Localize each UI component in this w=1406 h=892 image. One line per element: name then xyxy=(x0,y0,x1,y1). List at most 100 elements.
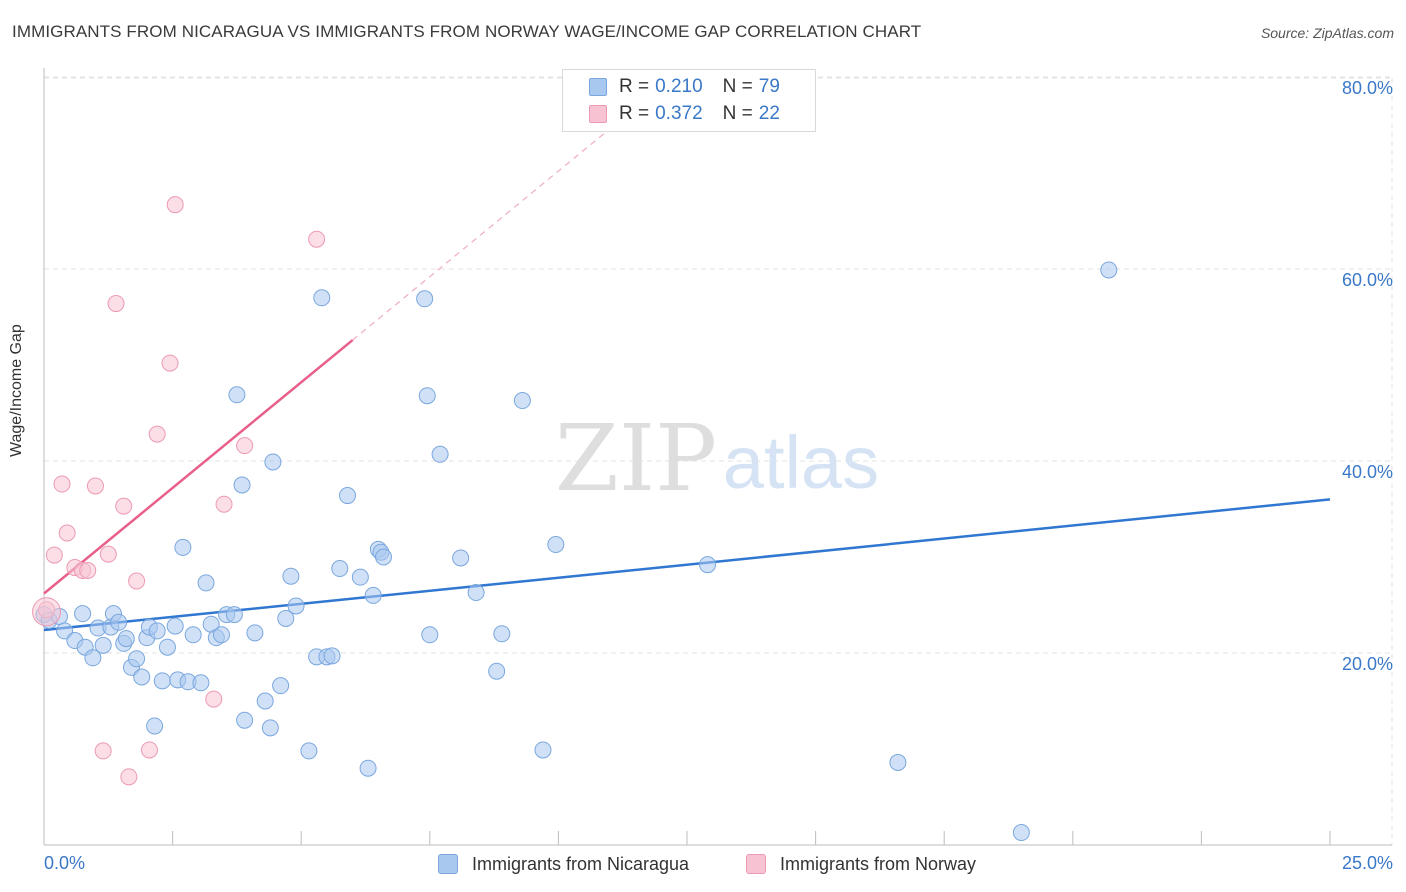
norway-point xyxy=(86,477,104,495)
stats-row-nicaragua: R = 0.210 N = 79 xyxy=(589,75,780,99)
nicaragua-point xyxy=(94,636,112,654)
y-tick-label: 40.0% xyxy=(1342,462,1393,482)
grid-layer xyxy=(44,76,1393,845)
norway-trend-extension xyxy=(352,128,611,341)
legend-label-norway: Immigrants from Norway xyxy=(780,853,977,874)
nicaragua-point xyxy=(1012,824,1030,842)
axis-layer xyxy=(43,68,1392,846)
norway-point xyxy=(205,690,223,708)
nicaragua-point xyxy=(133,668,151,686)
legend-item-nicaragua: Immigrants from Nicaragua xyxy=(438,852,689,876)
nicaragua-point xyxy=(212,626,230,644)
nicaragua-point xyxy=(256,692,274,710)
x-tick-label: 25.0% xyxy=(1342,853,1393,873)
nicaragua-point xyxy=(338,487,356,505)
nicaragua-point xyxy=(323,647,341,665)
trend-layer xyxy=(43,128,1331,632)
nicaragua-point xyxy=(246,624,264,642)
nicaragua-point xyxy=(236,711,254,729)
nicaragua-point xyxy=(192,674,210,692)
norway-point xyxy=(107,295,125,313)
norway-legend-swatch xyxy=(746,854,766,874)
norway-point xyxy=(215,495,233,513)
norway-point xyxy=(128,572,146,590)
norway-point xyxy=(161,354,179,372)
norway-trend-line xyxy=(43,339,354,595)
legend-label-nicaragua: Immigrants from Nicaragua xyxy=(472,853,690,874)
nicaragua-point xyxy=(146,717,164,735)
nicaragua-point xyxy=(488,662,506,680)
nicaragua-point xyxy=(148,622,166,640)
nicaragua-trend-line xyxy=(43,498,1331,632)
norway-point xyxy=(140,741,158,759)
nicaragua-point xyxy=(225,606,243,624)
nicaragua-point xyxy=(313,289,331,307)
watermark: ZIP atlas xyxy=(555,405,879,512)
nicaragua-point xyxy=(128,650,146,668)
nicaragua-point xyxy=(166,617,184,635)
nicaragua-point xyxy=(74,605,92,623)
legend-item-norway: Immigrants from Norway xyxy=(746,852,976,876)
norway-point xyxy=(115,497,133,515)
n-value: 79 xyxy=(758,76,780,97)
nicaragua-point xyxy=(272,677,290,695)
nicaragua-point xyxy=(889,753,907,771)
nicaragua-legend-swatch xyxy=(438,854,458,874)
nicaragua-point xyxy=(84,649,102,667)
nicaragua-point xyxy=(547,536,565,554)
nicaragua-point xyxy=(174,538,192,556)
nicaragua-point xyxy=(418,387,436,405)
nicaragua-point xyxy=(287,597,305,615)
stats-row-norway: R = 0.372 N = 22 xyxy=(589,102,780,126)
x-tick-label: 0.0% xyxy=(44,853,85,873)
n-value: 22 xyxy=(758,103,780,124)
r-label: R = xyxy=(619,103,650,124)
nicaragua-point xyxy=(158,638,176,656)
norway-point xyxy=(99,545,117,563)
nicaragua-point xyxy=(228,386,246,404)
nicaragua-point xyxy=(261,719,279,737)
chart-title: IMMIGRANTS FROM NICARAGUA VS IMMIGRANTS … xyxy=(12,22,922,41)
nicaragua-point xyxy=(300,742,318,760)
nicaragua-point xyxy=(1100,261,1118,279)
nicaragua-point xyxy=(359,759,377,777)
nicaragua-point xyxy=(233,476,251,494)
norway-point xyxy=(94,742,112,760)
norway-point xyxy=(166,196,184,214)
nicaragua-point xyxy=(282,567,300,585)
nicaragua-point xyxy=(375,548,393,566)
norway-point xyxy=(79,561,97,579)
nicaragua-point xyxy=(117,630,135,648)
nicaragua-swatch xyxy=(589,78,607,96)
y-tick-label: 80.0% xyxy=(1342,78,1393,98)
norway-point xyxy=(308,230,326,248)
nicaragua-point xyxy=(431,445,449,463)
norway-swatch xyxy=(589,105,607,123)
r-label: R = xyxy=(619,76,650,97)
nicaragua-point xyxy=(467,584,485,602)
r-value: 0.372 xyxy=(655,103,703,124)
point-layer xyxy=(32,196,1118,842)
nicaragua-point xyxy=(699,556,717,574)
label-layer: 20.0% 40.0% 60.0% 80.0% 0.0% 25.0% xyxy=(44,78,1393,873)
nicaragua-point xyxy=(421,626,439,644)
source-label: Source: ZipAtlas.com xyxy=(1260,25,1394,41)
nicaragua-point xyxy=(153,672,171,690)
norway-point xyxy=(236,437,254,455)
nicaragua-point xyxy=(513,392,531,410)
nicaragua-point xyxy=(416,290,434,308)
nicaragua-point xyxy=(184,626,202,644)
nicaragua-point xyxy=(277,609,295,627)
norway-point xyxy=(45,546,63,564)
nicaragua-point xyxy=(197,574,215,592)
norway-point xyxy=(58,524,76,542)
n-label: N = xyxy=(722,76,753,97)
y-tick-label: 20.0% xyxy=(1342,654,1393,674)
nicaragua-point xyxy=(534,741,552,759)
watermark-zip: ZIP xyxy=(555,405,717,512)
nicaragua-point xyxy=(452,549,470,567)
nicaragua-point xyxy=(331,560,349,578)
norway-point xyxy=(120,768,138,786)
y-axis-title: Wage/Income Gap xyxy=(8,324,25,457)
